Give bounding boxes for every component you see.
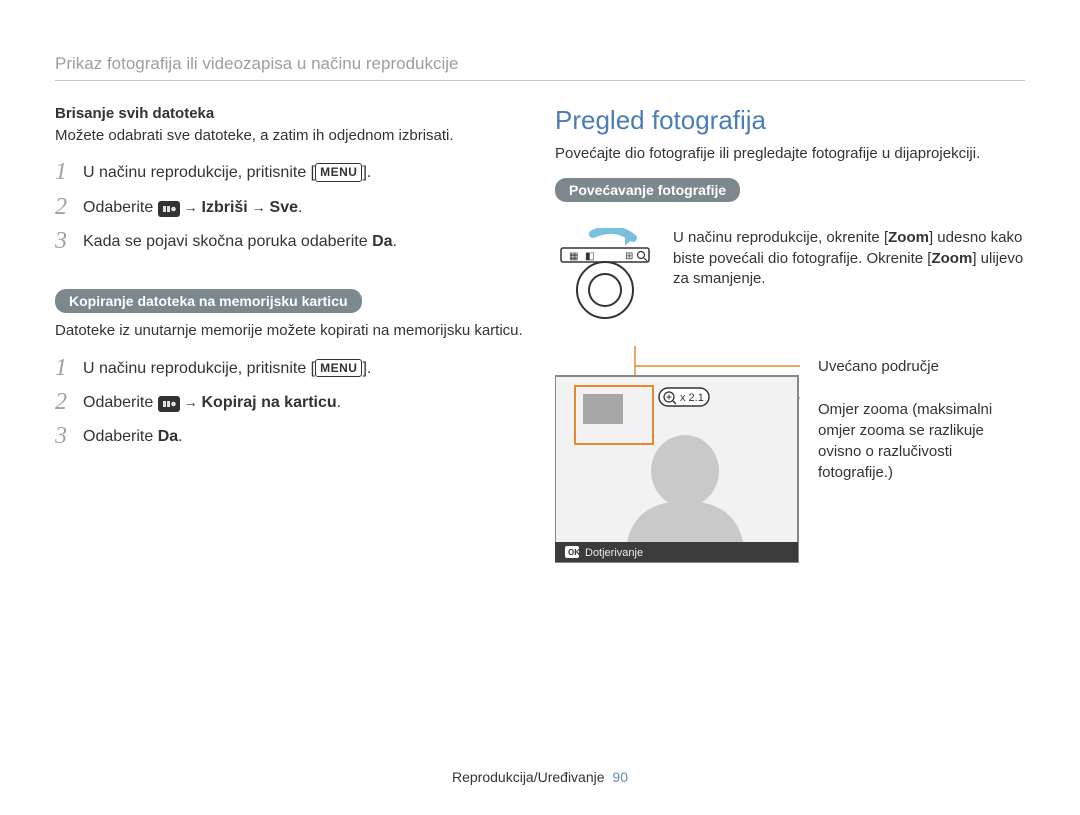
- step-text: .: [337, 394, 341, 411]
- svg-text:OK: OK: [568, 548, 580, 557]
- step-4: 1 U načinu reprodukcije, pritisnite [MEN…: [55, 356, 525, 380]
- step-number: 2: [55, 390, 83, 414]
- bold-text: Zoom: [931, 250, 972, 267]
- bold-text: Da: [158, 428, 178, 445]
- bold-text: Da: [372, 233, 392, 250]
- svg-text:x 2.1: x 2.1: [680, 392, 704, 404]
- right-column: Pregled fotografija Povećajte dio fotogr…: [555, 105, 1025, 571]
- step-text: ].: [362, 360, 371, 377]
- step-text: ].: [362, 164, 371, 181]
- step-number: 2: [55, 195, 83, 219]
- intro-text: Povećajte dio fotografije ili pregledajt…: [555, 144, 1025, 164]
- film-icon: [158, 396, 180, 412]
- step-text: .: [298, 199, 302, 216]
- arrow-icon: →: [180, 394, 202, 410]
- step-text: .: [393, 233, 397, 250]
- callout-label-1: Uvećano područje: [818, 356, 1025, 377]
- pill-copy: Kopiranje datoteka na memorijsku karticu: [55, 289, 362, 313]
- step-3: 3 Kada se pojavi skočna poruka odaberite…: [55, 229, 525, 253]
- bold-text: Zoom: [888, 229, 929, 246]
- callout-label-2: Omjer zooma (maksimalni omjer zooma se r…: [818, 399, 1025, 483]
- page-number: 90: [612, 769, 628, 785]
- step-text: U načinu reprodukcije, pritisnite [: [83, 360, 315, 377]
- section-title: Pregled fotografija: [555, 105, 1025, 136]
- zoom-text: U načinu reprodukcije, okrenite [: [673, 229, 888, 246]
- svg-text:Dotjerivanje: Dotjerivanje: [585, 547, 643, 559]
- left-column: Brisanje svih datoteka Možete odabrati s…: [55, 105, 525, 571]
- arrow-icon: →: [180, 199, 202, 215]
- page-header: Prikaz fotografija ili videozapisa u nač…: [55, 54, 1025, 81]
- step-6: 3 Odaberite Da.: [55, 424, 525, 448]
- bold-text: Sve: [270, 199, 298, 216]
- step-text: Odaberite: [83, 394, 158, 411]
- svg-text:⊞: ⊞: [625, 251, 633, 262]
- step-number: 1: [55, 160, 83, 184]
- step-text: Kada se pojavi skočna poruka odaberite: [83, 233, 372, 250]
- bold-text: Kopiraj na karticu: [202, 394, 337, 411]
- step-text: Odaberite: [83, 199, 158, 216]
- step-text: .: [178, 428, 182, 445]
- pill-zoom: Povećavanje fotografije: [555, 178, 740, 202]
- svg-text:◧: ◧: [585, 251, 594, 262]
- menu-badge: MENU: [315, 163, 362, 182]
- step-text: Odaberite: [83, 428, 158, 445]
- sec1-desc: Možete odabrati sve datoteke, a zatim ih…: [55, 126, 525, 146]
- arrow-icon: →: [248, 199, 270, 215]
- zoom-dial-illustration: ▦ ◧ ⊞: [555, 228, 655, 328]
- sec1-title: Brisanje svih datoteka: [55, 105, 525, 122]
- step-number: 3: [55, 424, 83, 448]
- film-icon: [158, 201, 180, 217]
- menu-badge: MENU: [315, 359, 362, 378]
- sec2-desc: Datoteke iz unutarnje memorije možete ko…: [55, 321, 525, 341]
- step-2: 2 Odaberite → Izbriši → Sve.: [55, 195, 525, 219]
- step-5: 2 Odaberite → Kopiraj na karticu.: [55, 390, 525, 414]
- svg-text:▦: ▦: [569, 251, 578, 262]
- page-footer: Reprodukcija/Uređivanje 90: [0, 769, 1080, 785]
- step-1: 1 U načinu reprodukcije, pritisnite [MEN…: [55, 160, 525, 184]
- preview-illustration: x 2.1 OK Dotjerivanje: [555, 346, 800, 571]
- footer-text: Reprodukcija/Uređivanje: [452, 769, 605, 785]
- step-text: U načinu reprodukcije, pritisnite [: [83, 164, 315, 181]
- bold-text: Izbriši: [202, 199, 248, 216]
- step-number: 3: [55, 229, 83, 253]
- step-number: 1: [55, 356, 83, 380]
